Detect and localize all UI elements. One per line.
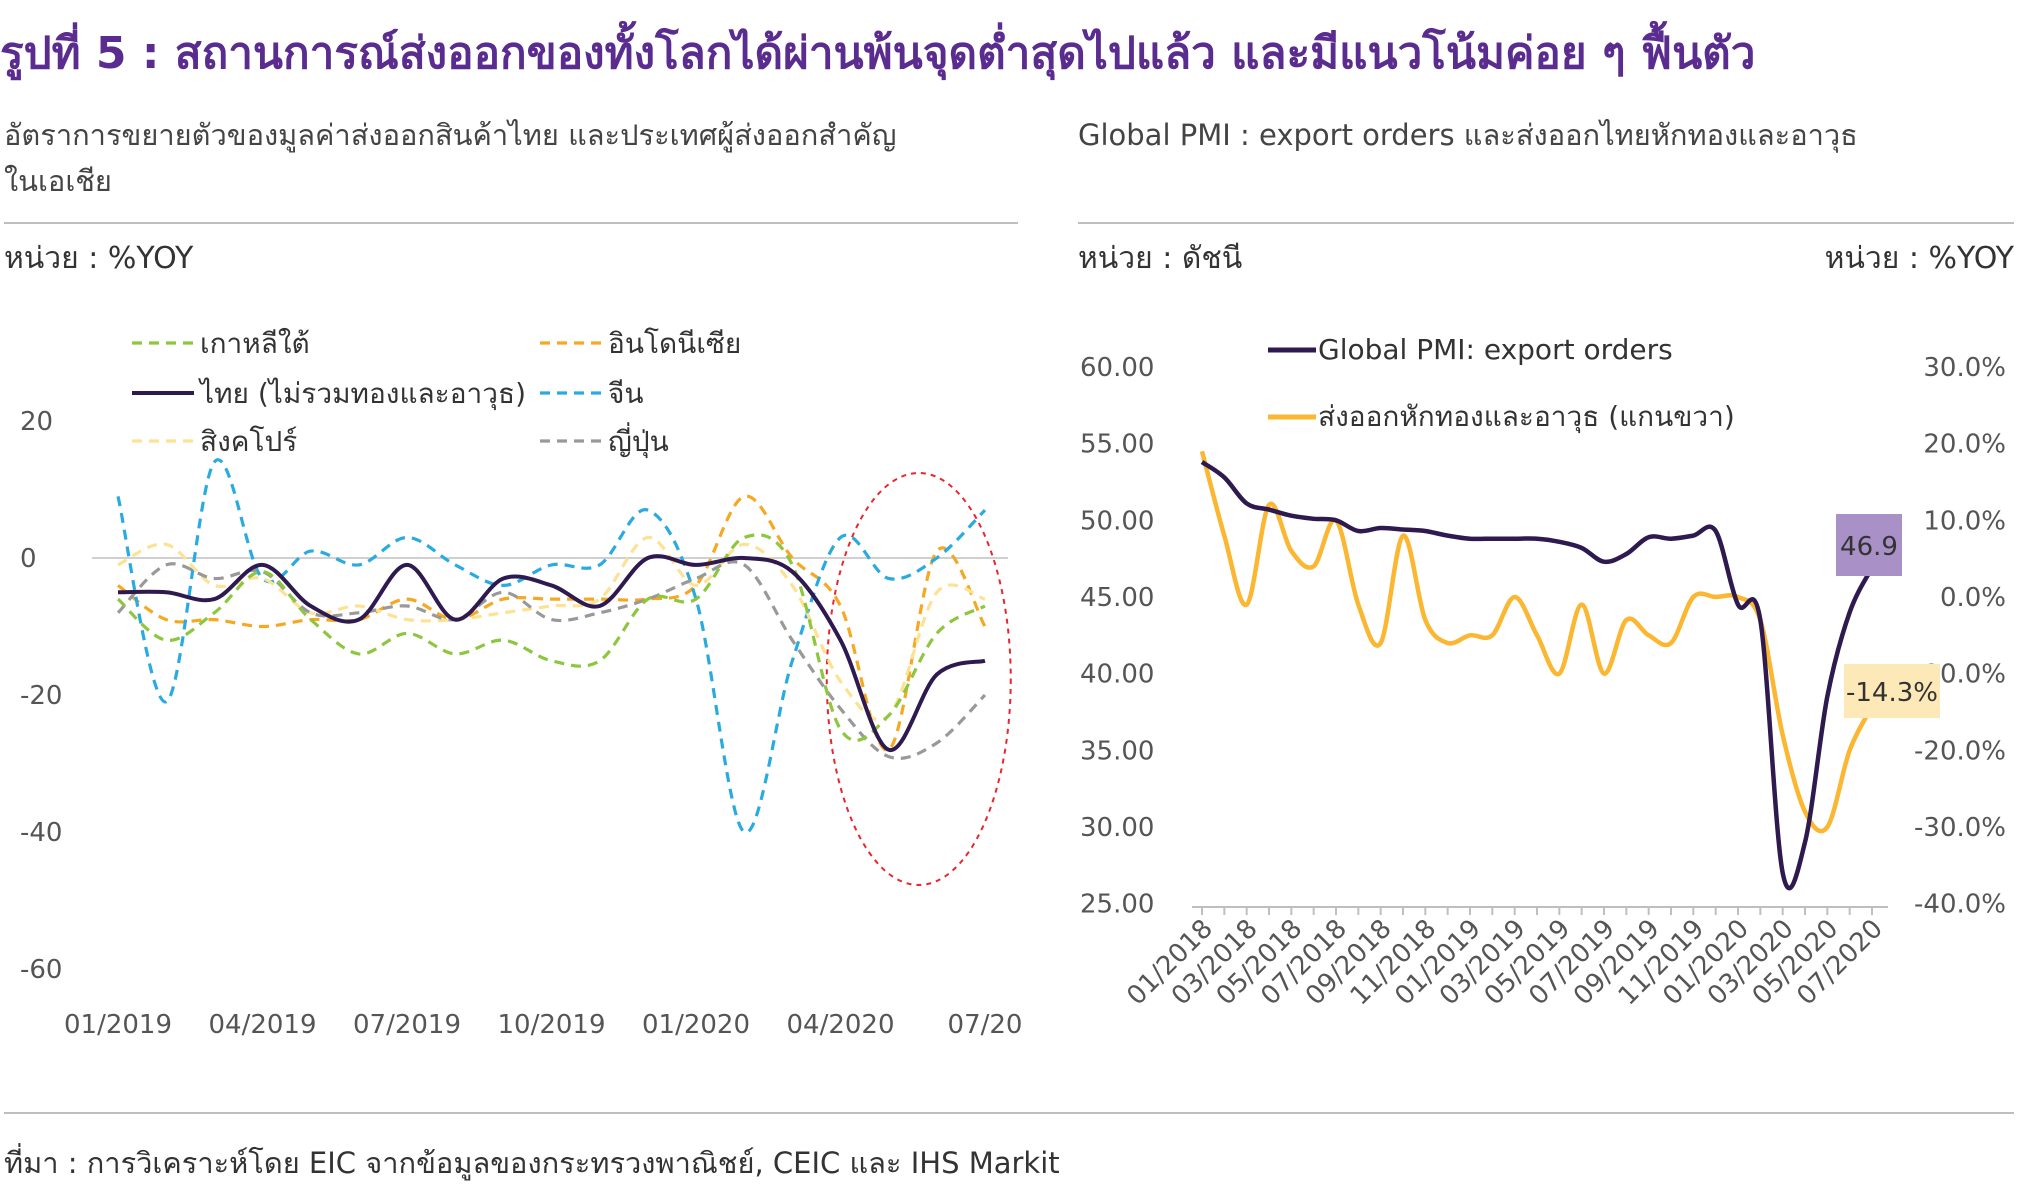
right-chart-subtitle: Global PMI : export orders และส่งออกไทยห…	[1078, 118, 1858, 152]
right-y-left-tick-label: 35.00	[1080, 736, 1154, 766]
left-legend-label: จีน	[608, 377, 644, 410]
source-note: ที่มา : การวิเคราะห์โดย EIC จากข้อมูลของ…	[4, 1146, 1060, 1180]
left-x-tick-label: 04/2020	[786, 1010, 894, 1040]
right-header-divider	[1078, 222, 2014, 224]
right-unit-right-label: หน่วย : %YOY	[1824, 241, 2014, 276]
right-legend-label-pmi: Global PMI: export orders	[1318, 333, 1673, 366]
right-y-right-tick-label: 10.0%	[1923, 506, 2006, 536]
right-y-left-tick-label: 25.00	[1080, 890, 1154, 920]
pmi-value-label: 46.9	[1840, 532, 1898, 562]
exports-value-label-box	[1844, 664, 1940, 718]
right-series-pmi-line	[1200, 460, 1875, 891]
left-series-line	[116, 560, 987, 760]
right-unit-left-label: หน่วย : ดัชนี	[1078, 241, 1243, 276]
left-x-tick-label: 01/2019	[64, 1010, 172, 1040]
left-legend-label: ไทย (ไม่รวมทองและอาวุธ)	[198, 377, 526, 411]
left-header-divider	[4, 222, 1018, 224]
left-x-tick-label: 04/2019	[208, 1010, 316, 1040]
left-series-line	[117, 535, 986, 722]
left-legend-label: อินโดนีเซีย	[608, 327, 741, 360]
right-y-left-tick-label: 30.00	[1080, 813, 1154, 843]
right-y-right-tick-label: 20.0%	[1923, 430, 2006, 460]
left-series-line	[117, 554, 986, 752]
left-series-line	[117, 494, 987, 752]
left-x-tick-label: 10/2019	[497, 1010, 605, 1040]
right-y-left-tick-label: 40.00	[1080, 660, 1154, 690]
left-y-tick-label: 0	[20, 544, 37, 574]
left-x-tick-label: 07/2019	[353, 1010, 461, 1040]
left-y-tick-label: -20	[20, 681, 62, 711]
left-y-tick-label: -60	[20, 955, 62, 985]
right-y-right-tick-label: -40.0%	[1914, 890, 2006, 920]
highlight-ellipse	[825, 472, 1012, 886]
right-y-left-tick-label: 60.00	[1080, 353, 1154, 383]
page-title: รูปที่ 5 : สถานการณ์ส่งออกของทั้งโลกได้ผ…	[0, 28, 1756, 79]
right-y-left-tick-label: 45.00	[1080, 583, 1154, 613]
left-x-tick-label: 01/2020	[642, 1010, 750, 1040]
right-y-right-tick-label: 0.0%	[1940, 583, 2006, 613]
right-y-right-tick-label: -30.0%	[1914, 813, 2006, 843]
left-legend-label: เกาหลีใต้	[200, 327, 310, 360]
pmi-value-label-box	[1836, 514, 1902, 576]
left-y-tick-label: -40	[20, 818, 62, 848]
left-x-tick-label: 07/20	[948, 1010, 1023, 1040]
left-series-line	[116, 458, 987, 834]
right-y-right-tick-label: -20.0%	[1914, 736, 2006, 766]
exports-value-label: -14.3%	[1846, 678, 1938, 708]
right-y-right-tick-label: 30.0%	[1923, 353, 2006, 383]
right-y-left-tick-label: 55.00	[1080, 430, 1154, 460]
left-chart-subtitle-line1: อัตราการขยายตัวของมูลค่าส่งออกสินค้าไทย …	[4, 118, 897, 152]
left-chart-subtitle-line2: ในเอเชีย	[4, 164, 112, 198]
left-unit-label: หน่วย : %YOY	[4, 241, 194, 276]
footer-divider	[4, 1112, 2014, 1114]
right-y-left-tick-label: 50.00	[1080, 506, 1154, 536]
left-legend-label: สิงคโปร์	[200, 425, 297, 458]
left-legend-label: ญี่ปุ่น	[608, 422, 669, 459]
left-y-tick-label: 20	[20, 407, 53, 437]
right-legend-label-exports: ส่งออกหักทองและอาวุธ (แกนขวา)	[1318, 400, 1735, 434]
